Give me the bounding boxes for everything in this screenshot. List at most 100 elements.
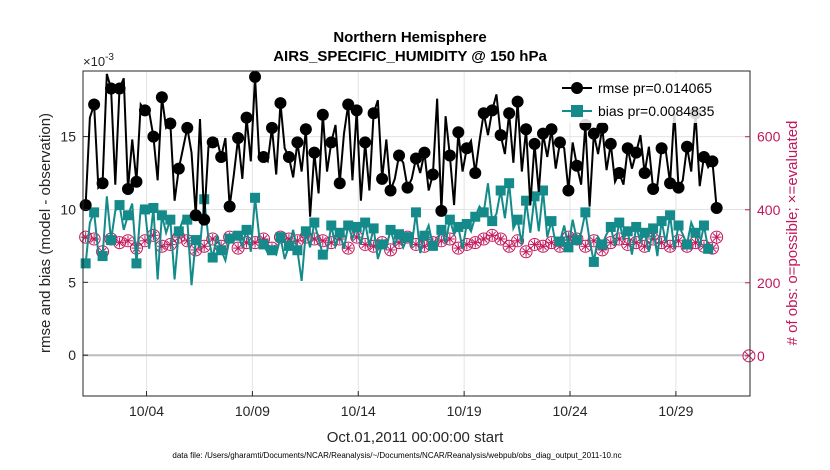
bias-point [224, 233, 235, 244]
y-tick-label: 15 [60, 129, 76, 145]
rmse-point [452, 126, 465, 139]
bias-point [436, 224, 447, 235]
bias-point [427, 240, 438, 251]
rmse-point [426, 168, 439, 181]
bias-point [444, 214, 455, 225]
plot-area [79, 70, 756, 397]
bias-point [639, 227, 650, 238]
y2-tick-label: 0 [757, 348, 765, 364]
bias-point [554, 236, 565, 247]
bias-point [529, 191, 540, 202]
bias-point [351, 221, 362, 232]
bias-point [139, 204, 150, 215]
x-tick-label: 10/29 [658, 403, 693, 419]
chart-title: Northern Hemisphere [333, 29, 486, 46]
x-tick-label: 10/24 [552, 403, 587, 419]
obs-evaluated-point [199, 241, 210, 252]
y2-tick-label: 400 [757, 202, 781, 218]
bias-point [698, 220, 709, 231]
bias-point [571, 235, 582, 246]
obs-possible-point [710, 230, 724, 244]
bias-point [165, 214, 176, 225]
rmse-point [587, 127, 600, 140]
rmse-point [494, 129, 507, 142]
bias-point [173, 226, 184, 237]
rmse-point [215, 150, 228, 163]
rmse-point [613, 167, 626, 180]
rmse-point [545, 123, 558, 136]
bias-point [182, 214, 193, 225]
bias-point [495, 185, 506, 196]
bias-point [504, 178, 515, 189]
y2-tick-label: 200 [757, 275, 781, 291]
rmse-point [249, 70, 262, 83]
x-tick-label: 10/14 [341, 403, 376, 419]
bias-point [478, 207, 489, 218]
bias-point [703, 243, 714, 254]
y2-axis-ticks: 0 200 400 600 [745, 129, 781, 364]
bias-point [241, 224, 252, 235]
bias-point [690, 227, 701, 238]
rmse-point [88, 98, 101, 111]
bias-point [89, 207, 100, 218]
y-tick-label: 0 [68, 347, 76, 363]
obs-possible-point [485, 228, 499, 242]
rmse-point [393, 149, 406, 162]
series-layer [79, 70, 756, 363]
rmse-point [198, 213, 211, 226]
rmse-point [325, 136, 338, 149]
obs-evaluated-point [711, 232, 722, 243]
rmse-point [638, 167, 651, 180]
bias-point [605, 221, 616, 232]
rmse-point [672, 181, 685, 194]
bias-point [538, 185, 549, 196]
rmse-point [367, 107, 380, 120]
series-bias [80, 178, 714, 286]
y2-tick-label: 600 [757, 129, 781, 145]
bias-point [131, 258, 142, 269]
bias-point [334, 227, 345, 238]
rmse-point [121, 183, 134, 196]
obs-evaluated-point [385, 244, 396, 255]
rmse-point [486, 104, 499, 117]
bias-point [419, 230, 430, 241]
rmse-point [553, 136, 566, 149]
obs-possible-point [511, 234, 525, 248]
bias-point [258, 239, 269, 250]
rmse-point [409, 152, 422, 165]
obs-possible-point [536, 239, 550, 253]
rmse-point [376, 172, 389, 185]
x-axis-ticks: 10/04 10/09 10/14 10/19 10/24 10/29 [129, 391, 694, 419]
rmse-point [503, 107, 516, 120]
bias-point [97, 251, 108, 262]
legend-box [553, 73, 748, 123]
bias-point [385, 224, 396, 235]
rmse-point [206, 136, 219, 149]
legend-bias-marker [571, 105, 583, 117]
legend-rmse-marker [571, 82, 583, 94]
obs-evaluated-point [114, 237, 125, 248]
rmse-point [299, 123, 312, 136]
bias-point [563, 242, 574, 253]
rmse-point [333, 177, 346, 190]
bias-point [673, 220, 684, 231]
obs-possible-point [384, 243, 398, 257]
rmse-point [520, 123, 533, 136]
bias-point [546, 216, 557, 227]
rmse-point [240, 111, 253, 124]
rmse-point [596, 121, 609, 134]
bias-point [521, 195, 532, 206]
rmse-point [96, 177, 109, 190]
rmse-point [384, 184, 397, 197]
bias-point [156, 210, 167, 221]
y-exponent-power: -3 [105, 52, 114, 63]
bias-point [665, 210, 676, 221]
bias-point [656, 216, 667, 227]
rmse-point [511, 95, 524, 108]
bias-point [410, 207, 421, 218]
bias-point [275, 232, 286, 243]
bias-point [394, 229, 405, 240]
rmse-point [257, 150, 270, 163]
rmse-point [570, 159, 583, 172]
rmse-point [681, 140, 694, 153]
